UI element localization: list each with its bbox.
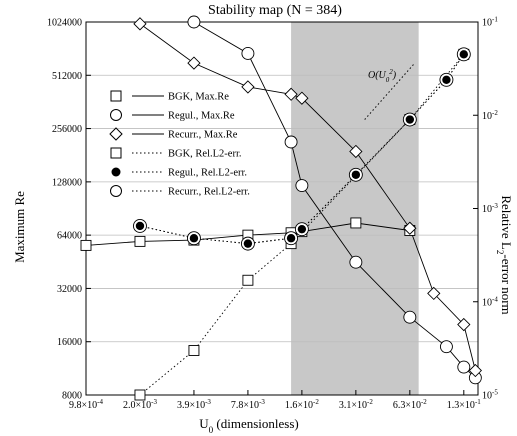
series-line-1 — [85, 222, 410, 246]
data-point-s2 — [187, 15, 201, 29]
y-left-tick-label: 256000 — [52, 124, 82, 135]
y-left-tick-label: 512000 — [52, 71, 82, 82]
data-point-s5 — [243, 239, 253, 248]
data-point-s2 — [439, 340, 453, 354]
series-line-3 — [139, 23, 476, 371]
data-point-s2 — [295, 179, 309, 192]
x-axis-title: U0 (dimensionless) — [199, 416, 299, 435]
data-point-s5 — [189, 234, 199, 243]
data-point-s5 — [442, 75, 451, 84]
slope-guide-line — [364, 64, 414, 120]
legend-label: BGK, Rel.L2-err. — [168, 149, 242, 160]
data-point-s3 — [284, 87, 298, 101]
data-point-s3 — [403, 221, 417, 235]
plot-layer — [85, 21, 479, 396]
x-tick-label: 3.9×10-3 — [177, 398, 211, 411]
y-left-tick-label: 1024000 — [47, 18, 82, 29]
legend: BGK, Max.Re Regul., Max.Re Recurr., Max.Re… — [109, 90, 250, 198]
chart-title: Stability map (N = 384) — [208, 3, 342, 18]
y-axis-right-title: Relative L2-error norm — [495, 195, 514, 314]
data-point-s2 — [349, 255, 363, 269]
y-axis-left-title: Maximum Re — [12, 191, 27, 263]
data-point-s5 — [405, 115, 415, 124]
x-tick-label: 9.8×10-4 — [69, 398, 103, 411]
data-point-s4 — [188, 345, 200, 356]
legend-label: Recurr., Max.Re — [168, 130, 238, 141]
series-line-4 — [139, 54, 465, 396]
data-point-s1 — [134, 235, 146, 247]
data-point-s1 — [80, 239, 92, 251]
y-left-tick-label: 16000 — [57, 337, 82, 348]
legend-label: Regul., Rel.L2-err. — [168, 168, 247, 179]
data-point-s5 — [351, 170, 361, 179]
x-tick-label: 2.0×10-3 — [123, 398, 157, 411]
series-line-6 — [139, 54, 465, 245]
data-point-s5 — [297, 224, 307, 234]
x-tick-label: 3.1×10-2 — [339, 398, 373, 411]
x-tick-label: 6.3×10-2 — [393, 398, 427, 411]
data-point-s1 — [350, 217, 362, 229]
data-point-s3 — [241, 80, 255, 94]
y-right-tick-label: 10-5 — [482, 389, 498, 402]
data-point-s4 — [242, 274, 254, 286]
data-point-s3 — [468, 363, 482, 378]
data-point-s5 — [459, 50, 469, 59]
y-right-tick-label: 10-3 — [482, 202, 498, 215]
legend-marker — [110, 109, 122, 121]
legend-marker — [110, 90, 122, 102]
x-tick-label: 7.8×10-3 — [231, 398, 265, 411]
data-point-s3 — [133, 17, 147, 31]
data-point-s5 — [286, 234, 296, 243]
legend-label: BGK, Max.Re — [168, 92, 229, 103]
data-point-s4 — [134, 389, 146, 401]
data-point-s3 — [187, 56, 201, 70]
data-point-s2 — [241, 47, 255, 60]
data-point-s3 — [457, 317, 471, 332]
data-point-s2 — [457, 360, 471, 374]
plot-frame — [85, 21, 479, 396]
legend-marker — [111, 167, 121, 177]
y-left-tick-label: 128000 — [52, 177, 82, 188]
x-tick-label: 1.6×10-2 — [285, 398, 319, 411]
y-left-tick-label: 32000 — [57, 284, 82, 295]
data-point-s3 — [295, 91, 309, 105]
y-left-tick-label: 64000 — [57, 231, 82, 242]
legend-marker — [110, 147, 122, 159]
y-right-tick-label: 10-4 — [482, 295, 498, 308]
data-point-s2 — [284, 135, 298, 149]
x-tick-label: 1.3×10-1 — [447, 398, 481, 411]
legend-label: Recurr., Rel.L2-err. — [168, 187, 250, 198]
shaded-region — [291, 22, 419, 395]
data-point-s3 — [349, 144, 363, 159]
y-right-tick-label: 10-2 — [482, 109, 498, 122]
y-left-tick-label: 8000 — [62, 391, 82, 402]
legend-marker — [109, 127, 123, 141]
y-right-tick-label: 10-1 — [482, 16, 498, 29]
data-point-s3 — [427, 286, 441, 301]
legend-label: Regul., Max.Re — [168, 111, 235, 122]
legend-marker — [110, 185, 122, 197]
data-point-s5 — [135, 221, 145, 231]
data-point-s2 — [403, 310, 417, 324]
